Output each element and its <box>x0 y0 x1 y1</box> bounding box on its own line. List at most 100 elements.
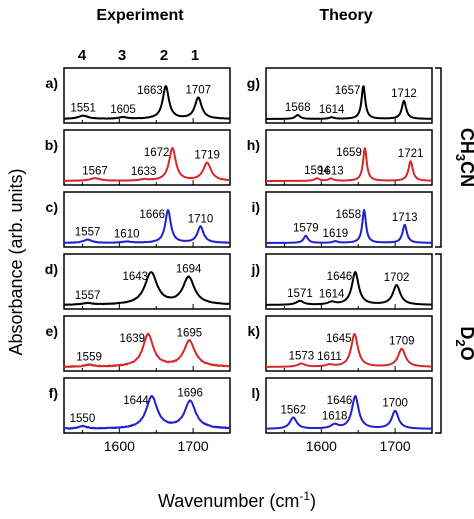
panel-frame <box>265 129 433 186</box>
panel-frame <box>63 253 231 310</box>
peak-label: 1646 <box>327 395 353 407</box>
panel-label-e: e) <box>46 323 58 339</box>
peak-number-1: 1 <box>191 47 199 64</box>
panel-l: l) 1562 1618 1646 1700 1600 1700 <box>251 377 433 454</box>
panel-frame <box>265 191 433 248</box>
peak-label: 1721 <box>398 148 424 160</box>
ch3cn-label-sub: 3 <box>453 154 468 161</box>
spectrum-line-a <box>63 85 231 120</box>
peak-label: 1666 <box>139 209 165 221</box>
panel-e: e) 1559 1639 1695 <box>46 315 231 372</box>
peak-label: 1550 <box>70 413 96 425</box>
spectrum-line-e <box>63 332 231 368</box>
panel-frame <box>265 377 433 434</box>
y-axis-label: Absorbance (arb. units) <box>6 168 26 355</box>
peak-label: 1712 <box>391 88 417 100</box>
peak-number-2: 2 <box>160 47 168 64</box>
peak-label: 1559 <box>76 352 102 364</box>
spectrum-line-i <box>265 209 433 244</box>
peak-label: 1700 <box>382 398 408 410</box>
peak-label: 1594 <box>304 165 330 177</box>
peak-label: 1663 <box>137 85 163 97</box>
peak-label: 1658 <box>336 209 362 221</box>
x-axis-label: Wavenumber (cm-1) <box>158 489 316 511</box>
peak-number-3: 3 <box>118 47 126 64</box>
ch3cn-label: CH3CN <box>453 128 474 187</box>
column-title-theory: Theory <box>319 7 372 24</box>
peak-label: 1568 <box>285 102 311 114</box>
peak-label: 1644 <box>123 395 149 407</box>
peak-label: 1713 <box>392 212 418 224</box>
peak-label: 1710 <box>188 213 214 225</box>
x-tick-label: 1700 <box>380 438 411 454</box>
panel-b: b) 1567 1633 1672 1719 <box>45 129 231 186</box>
spectrum-line-k <box>265 333 433 368</box>
panel-label-f: f) <box>49 385 58 401</box>
x-tick-label: 1600 <box>104 438 135 454</box>
panel-label-h: h) <box>247 137 260 153</box>
spectrum-line-h <box>265 147 433 182</box>
spectrum-line-l <box>265 395 433 430</box>
d2o-label-sub: 2 <box>453 339 468 346</box>
peak-label: 1611 <box>317 351 342 363</box>
peak-label: 1618 <box>322 411 348 423</box>
panel-label-c: c) <box>46 199 58 215</box>
ch3cn-label-rest: CN <box>457 161 474 187</box>
panel-label-d: d) <box>45 261 58 277</box>
ch3cn-label-base: CH <box>457 128 474 154</box>
d2o-bracket <box>435 253 442 434</box>
panel-frame <box>63 315 231 372</box>
peak-label: 1613 <box>318 165 344 177</box>
peak-label: 1696 <box>177 388 203 400</box>
d2o-label-rest: O <box>457 347 474 361</box>
panel-label-i: i) <box>251 199 260 215</box>
spectrum-line-c <box>63 209 231 244</box>
panel-frame <box>63 191 231 248</box>
peak-label: 1639 <box>120 333 146 345</box>
peak-label: 1645 <box>326 333 352 345</box>
peak-label: 1605 <box>110 104 136 116</box>
panel-j: j) 1571 1614 1646 1702 <box>250 253 433 310</box>
peak-label: 1614 <box>319 104 345 116</box>
peak-label: 1672 <box>144 147 170 159</box>
peak-label: 1619 <box>323 228 349 240</box>
panel-frame <box>265 253 433 310</box>
x-axis-label-text: Wavenumber (cm <box>158 491 299 511</box>
spectrum-line-f <box>63 395 231 430</box>
peak-label: 1614 <box>319 288 345 300</box>
peak-label: 1659 <box>336 147 362 159</box>
panel-c: c) 1557 1610 1666 1710 <box>46 191 231 248</box>
panel-label-l: l) <box>251 385 260 401</box>
peak-label: 1610 <box>114 228 140 240</box>
x-axis-label-end: ) <box>310 491 316 511</box>
peak-label: 1709 <box>389 336 415 348</box>
panel-frame <box>63 377 231 434</box>
panel-frame <box>63 129 231 186</box>
peak-label: 1579 <box>293 223 319 235</box>
peak-label: 1551 <box>70 103 96 115</box>
peak-label: 1695 <box>177 327 203 339</box>
column-title-experiment: Experiment <box>96 7 184 24</box>
panel-label-k: k) <box>248 323 260 339</box>
spectrum-line-j <box>265 271 433 306</box>
peak-label: 1702 <box>384 272 410 284</box>
panel-g: g) 1568 1614 1657 1712 <box>247 67 433 124</box>
peak-label: 1557 <box>75 290 101 302</box>
panel-d: d) 1557 1643 1694 <box>45 253 231 310</box>
x-axis-label-sup: -1 <box>299 489 310 503</box>
peak-label: 1573 <box>289 350 315 362</box>
x-tick-label: 1600 <box>306 438 337 454</box>
spectrum-line-g <box>265 85 433 120</box>
panel-label-g: g) <box>247 75 260 91</box>
panel-f: f) 1550 1644 1696 1600 1700 <box>49 377 231 454</box>
x-tick-label: 1700 <box>178 438 209 454</box>
panel-label-b: b) <box>45 137 58 153</box>
peak-label: 1633 <box>131 166 157 178</box>
peak-label: 1562 <box>281 404 307 416</box>
peak-label: 1694 <box>176 264 202 276</box>
panel-label-j: j) <box>250 261 260 277</box>
panel-frame <box>265 315 433 372</box>
peak-label: 1571 <box>287 288 313 300</box>
